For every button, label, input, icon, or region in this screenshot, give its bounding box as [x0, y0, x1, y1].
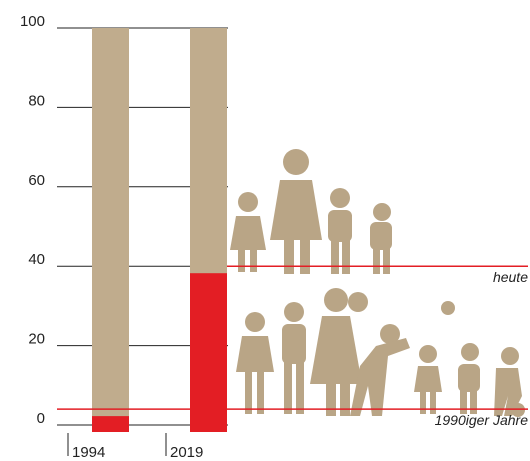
people-illustration	[230, 149, 525, 417]
reference-label: 1990iger Jahre	[435, 412, 529, 428]
y-tick-label: 20	[28, 331, 45, 348]
bar-segment	[190, 28, 227, 273]
y-tick-label: 0	[37, 410, 45, 427]
reference-label: heute	[493, 269, 528, 285]
y-tick-label: 80	[28, 92, 45, 109]
chart: 0 20 40 60 80 100 1994 2019 heute 1990iger Jahre	[0, 0, 530, 461]
y-tick-label: 100	[20, 13, 45, 30]
bar-segment	[190, 266, 227, 432]
x-tick-label: 2019	[170, 444, 203, 461]
bar-segment	[92, 28, 129, 416]
y-tick-label: 40	[28, 251, 45, 268]
y-tick-label: 60	[28, 172, 45, 189]
x-tick-label: 1994	[72, 444, 105, 461]
